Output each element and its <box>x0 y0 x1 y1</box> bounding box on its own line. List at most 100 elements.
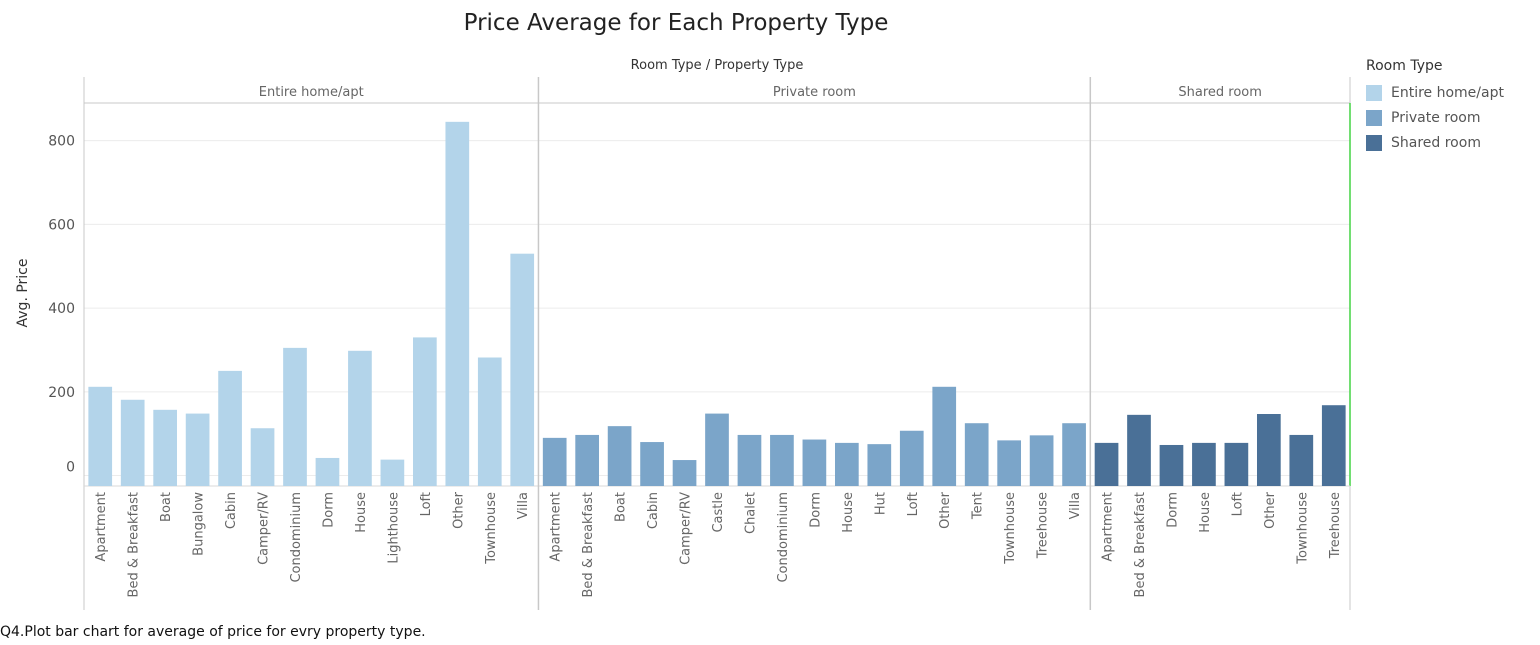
x-tick-label: Dorm <box>808 492 823 528</box>
bar <box>283 347 307 486</box>
x-tick-label: Bed & Breakfast <box>127 492 142 597</box>
x-tick-label: Villa <box>516 492 531 519</box>
x-tick-label: Dorm <box>321 492 336 528</box>
bar <box>153 409 178 486</box>
legend-item-entire-home[interactable]: Entire home/apt <box>1366 80 1504 105</box>
x-tick-label: Treehouse <box>1036 492 1051 559</box>
x-tick-label: Villa <box>1068 492 1083 519</box>
bar <box>575 434 600 486</box>
bar <box>1289 434 1314 486</box>
bar <box>315 457 340 486</box>
bar <box>834 442 859 486</box>
legend-swatch <box>1366 109 1382 126</box>
x-tick-label: Hut <box>873 492 888 515</box>
y-tick-label: 200 <box>48 385 75 401</box>
y-tick-label: 0 <box>66 460 75 476</box>
bar <box>867 444 892 486</box>
x-tick-label: Apartment <box>94 492 109 562</box>
bar <box>380 459 405 486</box>
x-tick-label: Camper/RV <box>257 492 272 565</box>
bar <box>250 428 275 486</box>
legend-label: Entire home/apt <box>1391 84 1504 101</box>
x-tick-label: Castle <box>711 492 726 533</box>
legend-swatch <box>1366 84 1382 101</box>
bar <box>185 413 210 486</box>
bar <box>1192 442 1216 486</box>
x-tick-label: Townhouse <box>1003 492 1018 565</box>
bar <box>477 357 502 486</box>
x-tick-label: House <box>354 492 369 533</box>
bar <box>1094 442 1119 486</box>
bar <box>802 439 827 486</box>
bar <box>737 434 762 486</box>
y-axis-label: Avg. Price <box>15 259 31 328</box>
bar <box>445 121 470 487</box>
x-tick-label: Cabin <box>224 492 239 529</box>
legend-label: Private room <box>1391 109 1481 126</box>
legend-label: Shared room <box>1391 134 1481 151</box>
bar <box>1029 435 1054 486</box>
x-tick-label: Chalet <box>743 492 758 534</box>
x-tick-label: Loft <box>1230 492 1245 516</box>
x-tick-label: Bed & Breakfast <box>581 492 596 597</box>
x-tick-label: Condominium <box>776 492 791 583</box>
bar <box>770 434 794 486</box>
x-tick-label: Other <box>938 491 953 529</box>
bar <box>88 386 113 486</box>
bar <box>964 423 989 486</box>
x-tick-label: House <box>1198 492 1213 533</box>
chart-title: Price Average for Each Property Type <box>463 10 889 36</box>
x-tick-label: Bungalow <box>192 492 207 556</box>
bar <box>510 253 535 486</box>
bar <box>932 386 957 486</box>
column-header-label: Room Type / Property Type <box>630 58 804 73</box>
bar <box>640 442 664 486</box>
legend-title: Room Type <box>1366 58 1443 74</box>
y-tick-label: 800 <box>48 134 75 150</box>
bar <box>672 460 697 486</box>
x-tick-label: Apartment <box>1101 492 1116 562</box>
x-tick-label: Other <box>451 491 466 529</box>
x-tick-label: House <box>841 492 856 533</box>
group-header-label: Entire home/apt <box>259 85 364 100</box>
bar <box>1127 414 1151 486</box>
bar <box>997 440 1022 486</box>
x-tick-label: Tent <box>971 492 986 520</box>
group-header-label: Private room <box>773 85 856 100</box>
bar <box>899 430 924 486</box>
legend: Room Type Entire home/apt Private room S… <box>1366 58 1504 155</box>
bar <box>1321 405 1346 486</box>
y-tick-label: 400 <box>48 301 75 317</box>
bar <box>1062 423 1086 486</box>
x-tick-label: Townhouse <box>484 492 499 565</box>
legend-item-shared-room[interactable]: Shared room <box>1366 130 1504 155</box>
bar <box>1256 414 1281 486</box>
y-tick-label: 600 <box>48 217 75 233</box>
legend-item-private-room[interactable]: Private room <box>1366 105 1504 130</box>
x-tick-label: Other <box>1263 491 1278 529</box>
x-tick-label: Apartment <box>549 492 564 562</box>
x-tick-label: Camper/RV <box>679 492 694 565</box>
group-header-label: Shared room <box>1178 85 1262 100</box>
bar <box>412 337 437 486</box>
x-tick-label: Bed & Breakfast <box>1133 492 1148 597</box>
bar <box>1224 442 1249 486</box>
bar <box>1159 444 1184 486</box>
x-tick-label: Lighthouse <box>386 492 401 564</box>
bar <box>607 426 632 486</box>
x-tick-label: Cabin <box>646 492 661 529</box>
bar <box>705 413 729 486</box>
bar <box>348 350 372 486</box>
x-tick-label: Treehouse <box>1328 492 1343 559</box>
x-tick-label: Boat <box>159 492 174 522</box>
x-tick-label: Condominium <box>289 492 304 583</box>
caption: Q4.Plot bar chart for average of price f… <box>0 624 426 640</box>
legend-swatch <box>1366 134 1382 151</box>
bar <box>542 437 567 486</box>
x-tick-label: Boat <box>614 492 629 522</box>
x-tick-label: Townhouse <box>1295 492 1310 565</box>
x-tick-label: Loft <box>906 492 921 516</box>
x-tick-label: Dorm <box>1165 492 1180 528</box>
